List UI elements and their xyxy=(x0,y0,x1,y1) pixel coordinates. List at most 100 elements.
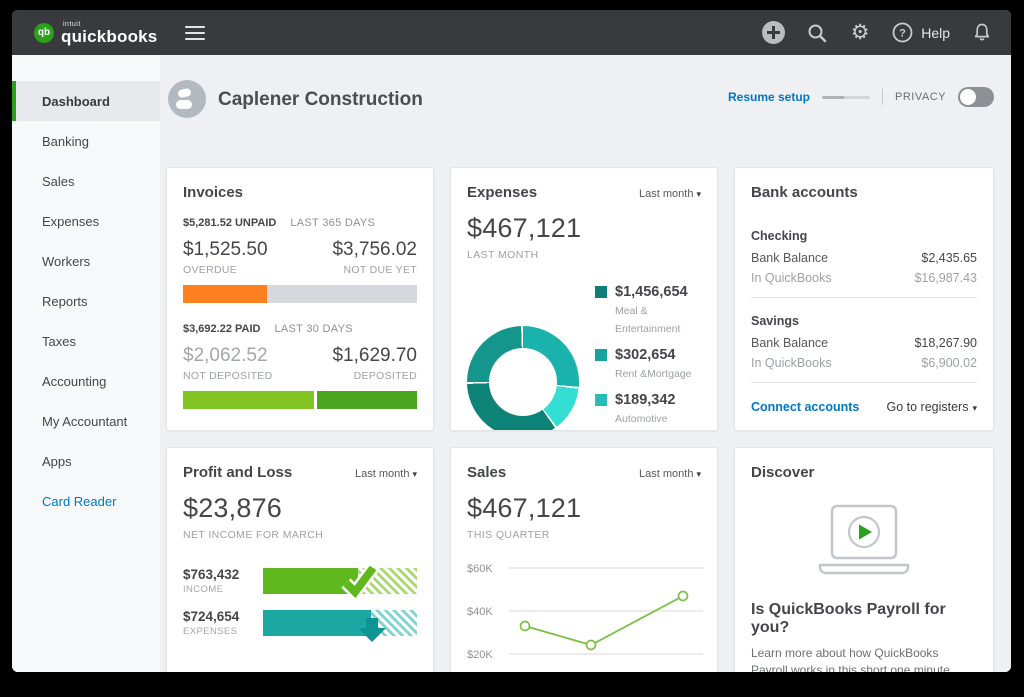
expenses-filter-dropdown[interactable]: Last month ▾ xyxy=(639,188,701,200)
not-deposited-amount: $2,062.52 xyxy=(183,345,268,366)
unpaid-bar-chart xyxy=(183,285,417,303)
net-income-subtitle: NET INCOME FOR MARCH xyxy=(183,529,324,541)
help-label: Help xyxy=(921,24,950,41)
unpaid-total: $5,281.52 UNPAID xyxy=(183,217,277,229)
privacy-label: PRIVACY xyxy=(895,91,946,103)
y-tick-40k: $40K xyxy=(467,606,493,618)
unpaid-period: LAST 365 DAYS xyxy=(290,217,376,229)
expenses-bar-chart xyxy=(263,610,417,642)
divider xyxy=(751,382,977,383)
expenses-legend: $1,456,654 Meal & Entertainment $302,654 R… xyxy=(595,283,701,430)
legend-swatch-icon xyxy=(595,349,607,361)
profit-loss-card: Profit and Loss Last month ▾ $23,876 NET … xyxy=(166,447,434,672)
sidebar-item-card-reader[interactable]: Card Reader xyxy=(42,493,117,509)
sidebar-item-my-accountant[interactable]: My Accountant xyxy=(42,413,128,429)
bank-accounts-title: Bank accounts xyxy=(751,184,858,201)
brand-wordmark: intuit quickbooks xyxy=(61,21,157,45)
chevron-down-icon: ▾ xyxy=(696,469,701,479)
expenses-value: $724,654 xyxy=(183,609,240,624)
profit-loss-title: Profit and Loss xyxy=(183,464,293,481)
chevron-down-icon: ▾ xyxy=(412,469,417,479)
search-icon[interactable] xyxy=(806,22,828,44)
overdue-label: OVERDUE xyxy=(183,264,238,276)
sidebar-item-banking[interactable]: Banking xyxy=(42,133,89,149)
not-due-bar-segment xyxy=(267,285,417,303)
play-icon xyxy=(859,524,872,540)
resume-setup-link[interactable]: Resume setup xyxy=(727,90,811,104)
sidebar-item-sales[interactable]: Sales xyxy=(42,173,75,189)
invoices-card: Invoices $5,281.52 UNPAID LAST 365 DAYS … xyxy=(166,167,434,431)
quickbooks-label: quickbooks xyxy=(61,26,158,46)
deposited-amount: $1,629.70 xyxy=(332,345,417,366)
sidebar-item-reports[interactable]: Reports xyxy=(42,293,88,309)
sales-total: $467,121 xyxy=(467,493,582,523)
company-avatar xyxy=(168,80,206,118)
in-quickbooks-row: In QuickBooks $6,900.02 xyxy=(751,356,977,370)
bank-accounts-card: Bank accounts Checking Bank Balance $2,4… xyxy=(734,167,994,431)
page-header: Caplener Construction Resume setup PRIVA… xyxy=(160,55,1011,167)
data-point xyxy=(585,639,597,651)
legend-item: $1,456,654 Meal & Entertainment xyxy=(595,283,701,337)
y-tick-20k: $20K xyxy=(467,649,493,661)
gear-icon[interactable]: ⚙ xyxy=(850,21,870,44)
legend-swatch-icon xyxy=(595,286,607,298)
arrow-down-icon xyxy=(357,618,386,642)
income-bar-chart xyxy=(263,564,417,602)
expenses-donut-chart[interactable] xyxy=(467,326,579,430)
expenses-subtitle: LAST MONTH xyxy=(467,249,539,261)
sales-line-chart: $60K $40K $20K xyxy=(467,563,703,661)
connect-accounts-link[interactable]: Connect accounts xyxy=(751,400,860,414)
create-plus-icon[interactable] xyxy=(762,21,786,44)
net-income-total: $23,876 xyxy=(183,493,282,523)
account-name: Savings xyxy=(751,314,799,328)
laptop-video-icon[interactable] xyxy=(810,503,918,581)
bell-icon[interactable] xyxy=(971,22,993,44)
paid-period: LAST 30 DAYS xyxy=(274,323,353,335)
sidebar-item-accounting[interactable]: Accounting xyxy=(42,373,107,389)
sidebar-item-dashboard[interactable]: Dashboard xyxy=(12,81,160,121)
bank-balance-row: Bank Balance $18,267.90 xyxy=(751,336,977,350)
help-button[interactable]: ? Help xyxy=(892,22,950,43)
deposited-label: DEPOSITED xyxy=(353,370,417,382)
topbar-actions: ⚙ ? Help xyxy=(762,21,993,44)
sales-filter-dropdown[interactable]: Last month ▾ xyxy=(639,468,701,480)
topbar: qb intuit quickbooks ⚙ ? Help xyxy=(12,10,1011,55)
paid-bar-chart xyxy=(183,391,417,409)
expenses-title: Expenses xyxy=(467,184,538,201)
hamburger-menu-icon[interactable] xyxy=(185,22,206,44)
overdue-bar-segment xyxy=(183,285,268,303)
quickbooks-logo-icon[interactable]: qb xyxy=(34,22,54,43)
invoices-title: Invoices xyxy=(183,184,244,201)
discover-body: Learn more about how QuickBooks Payroll … xyxy=(751,646,950,672)
sidebar-item-expenses[interactable]: Expenses xyxy=(42,213,100,229)
not-due-amount: $3,756.02 xyxy=(332,239,417,260)
header-divider xyxy=(882,89,884,105)
income-value: $763,432 xyxy=(183,567,240,582)
sidebar-item-apps[interactable]: Apps xyxy=(42,453,72,469)
expenses-label: EXPENSES xyxy=(183,626,238,637)
sales-title: Sales xyxy=(467,464,507,481)
account-name: Checking xyxy=(751,229,808,243)
main-content: Caplener Construction Resume setup PRIVA… xyxy=(160,55,1011,672)
discover-title: Discover xyxy=(751,464,815,481)
data-point xyxy=(677,590,689,602)
discover-heading: Is QuickBooks Payroll for you? xyxy=(751,601,946,636)
legend-item: $302,654 Rent &Mortgage xyxy=(595,346,701,382)
profit-loss-filter-dropdown[interactable]: Last month ▾ xyxy=(355,468,417,480)
divider xyxy=(751,297,977,298)
svg-text:?: ? xyxy=(899,28,906,40)
go-to-registers-dropdown[interactable]: Go to registers ▾ xyxy=(886,400,977,414)
sidebar-item-taxes[interactable]: Taxes xyxy=(42,333,76,349)
legend-item: $189,342 Automotive xyxy=(595,391,701,427)
app-window: qb intuit quickbooks ⚙ ? Help Dashboard xyxy=(12,10,1011,672)
sales-card: Sales Last month ▾ $467,121 THIS QUARTER … xyxy=(450,447,718,672)
chevron-down-icon: ▾ xyxy=(972,403,977,413)
privacy-toggle[interactable] xyxy=(958,87,994,107)
deposited-bar-segment xyxy=(317,391,417,409)
not-deposited-bar-segment xyxy=(183,391,315,409)
not-deposited-label: NOT DEPOSITED xyxy=(183,370,273,382)
chevron-down-icon: ▾ xyxy=(696,189,701,199)
expenses-total: $467,121 xyxy=(467,213,582,243)
sidebar-item-workers[interactable]: Workers xyxy=(42,253,91,269)
help-icon: ? xyxy=(892,22,913,43)
